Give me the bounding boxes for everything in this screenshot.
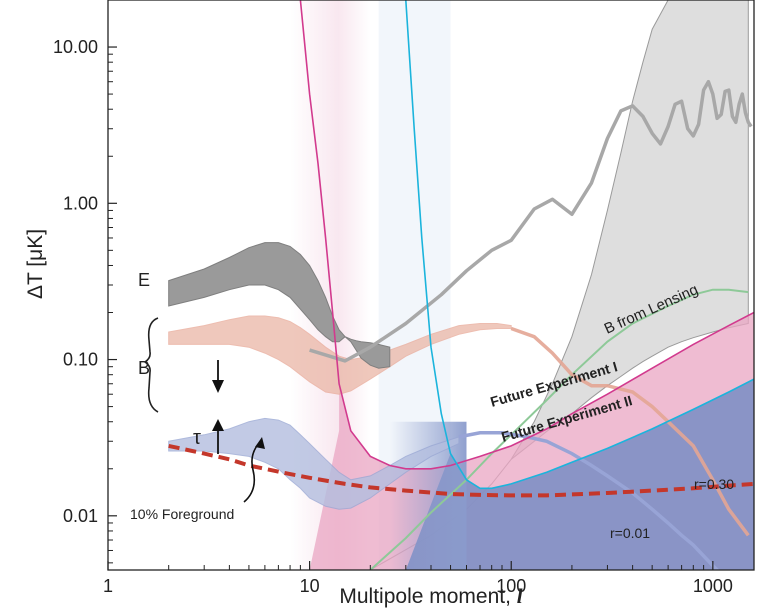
axes: 1 10 100 1000 0.01 0.10 1.00 10.00 Multipole mom… [24, 0, 755, 608]
plot-area [168, 0, 754, 570]
b-label: B [138, 358, 150, 378]
x-tick-label-3: 1000 [693, 576, 733, 596]
y-tick-label-3: 10.00 [53, 37, 98, 57]
foreground-arrow [243, 441, 261, 503]
b-band-r001 [168, 417, 460, 510]
x-tick-label-2: 100 [496, 576, 526, 596]
foreground-arrowhead [255, 437, 265, 449]
y-tick-label-0: 0.01 [63, 506, 98, 526]
x-axis-title-symbol: l [517, 584, 523, 608]
x-tick-label-0: 1 [103, 576, 113, 596]
tau-label: τ [193, 427, 201, 449]
y-axis-title: ΔT [μK] [24, 229, 47, 299]
y-tick-label-1: 0.10 [63, 350, 98, 370]
x-axis-title: Multipole moment, l [339, 584, 522, 608]
tau-arrowhead-down [212, 380, 224, 393]
y-tick-label-2: 1.00 [63, 193, 98, 213]
b-tail-r030 [510, 326, 750, 537]
x-axis-title-text: Multipole moment, [339, 585, 516, 608]
e-mode-curve [309, 79, 753, 363]
x-tick-label-1: 10 [300, 576, 320, 596]
r-low-label: r=0.01 [610, 525, 650, 541]
experiment-1-line [299, 0, 754, 470]
experiment-2-line [405, 0, 754, 490]
b-tail-r001 [458, 431, 720, 570]
b-brace [143, 317, 159, 413]
r-high-label: r=0.30 [694, 476, 734, 492]
tau-arrowhead-up [212, 419, 224, 431]
e-label: E [138, 270, 150, 290]
foreground-label: 10% Foreground [130, 506, 234, 522]
